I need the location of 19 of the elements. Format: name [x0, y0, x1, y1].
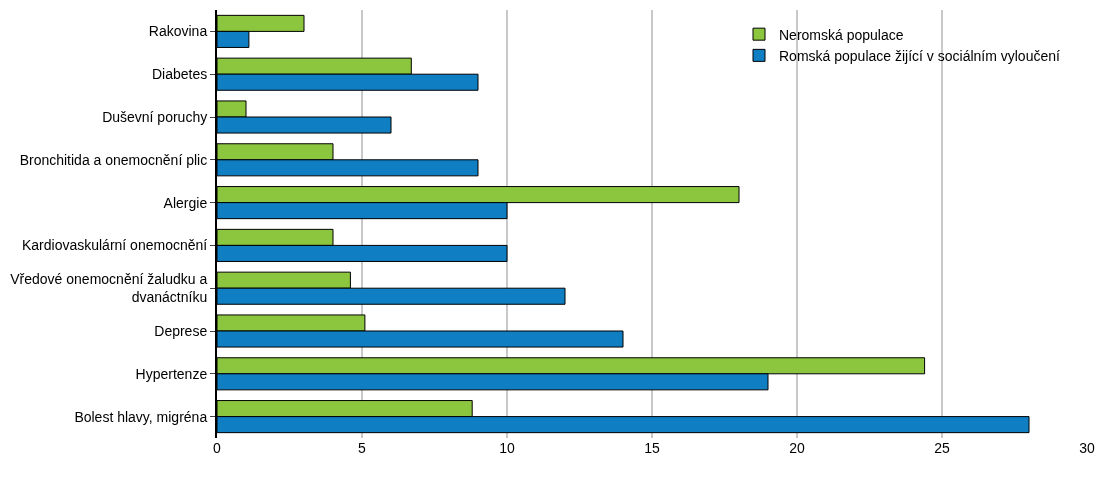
x-tick-label: 30: [1079, 440, 1095, 456]
y-tick-label: Vředové onemocnění žaludku a dvanáctníku: [10, 271, 208, 306]
y-tick-label: Duševní poruchy: [102, 108, 208, 125]
x-tick-label: 25: [934, 440, 950, 456]
y-tick-label: Kardiovaskulární onemocnění: [21, 237, 208, 254]
y-tick-label: Bolest hlavy, migréna: [74, 408, 208, 425]
y-tick-label: Bronchitida a onemocnění plic: [19, 151, 208, 168]
legend-label: Romská populace žijící v sociálním vyloučení: [779, 47, 1061, 64]
x-tick-label: 10: [499, 440, 515, 456]
legend-label: Neromská populace: [779, 26, 904, 43]
x-tick-label: 5: [358, 440, 367, 456]
x-tick-label: 15: [644, 440, 660, 456]
y-tick-label: Diabetes: [151, 66, 208, 83]
y-tick-label: Deprese: [154, 322, 208, 339]
y-tick-label: Hypertenze: [135, 365, 208, 382]
x-tick-label: 0: [213, 440, 222, 456]
y-tick-label: Alergie: [163, 194, 208, 211]
y-tick-label: Rakovina: [148, 23, 208, 40]
x-tick-label: 20: [789, 440, 805, 456]
